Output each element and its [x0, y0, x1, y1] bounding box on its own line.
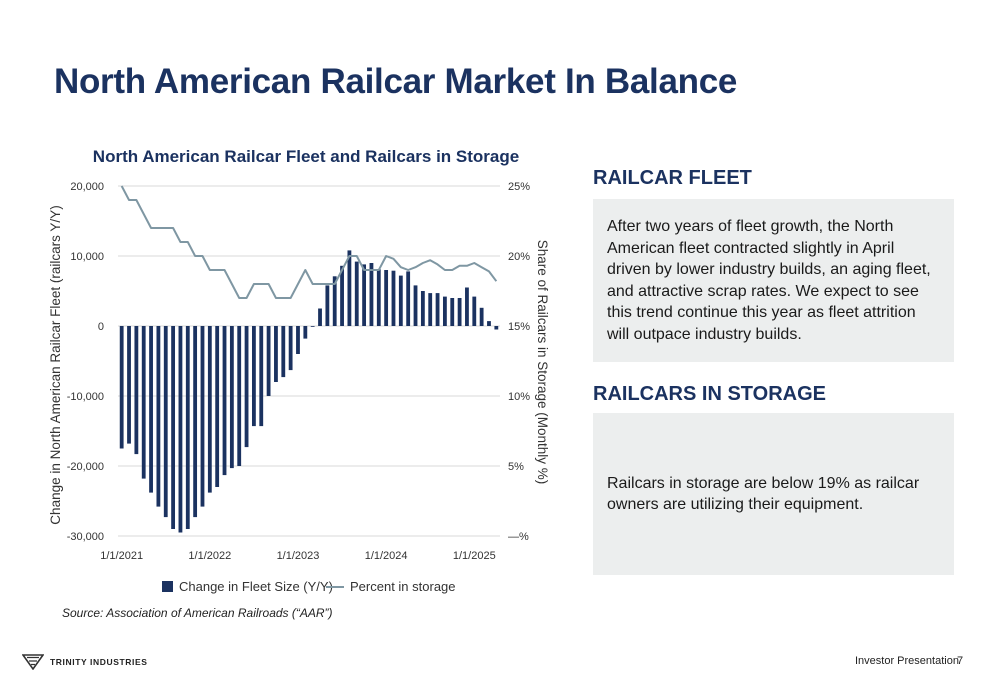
x-tick-label: 1/1/2021 — [100, 550, 143, 562]
fleet-change-bar — [310, 326, 315, 327]
y2-tick-label: 15% — [508, 321, 530, 333]
source-note: Source: Association of American Railroad… — [62, 606, 333, 620]
company-logo: TRINITY INDUSTRIES — [22, 654, 148, 670]
fleet-change-bar — [141, 326, 146, 479]
trinity-logo-icon — [22, 654, 44, 670]
y2-tick-label: —% — [508, 531, 529, 543]
legend-bar-label: Change in Fleet Size (Y/Y) — [179, 579, 333, 594]
x-tick-label: 1/1/2023 — [277, 550, 320, 562]
fleet-change-bars — [119, 250, 499, 533]
fleet-change-bar — [450, 298, 455, 326]
x-tick-label: 1/1/2025 — [453, 550, 496, 562]
right-axis-ticks: 25% 20% 15% 10% 5% —% — [508, 181, 530, 543]
page-number: 7 — [957, 655, 964, 667]
legend-line-label: Percent in storage — [350, 579, 456, 594]
fleet-change-bar — [274, 326, 278, 382]
y-tick-label: -20,000 — [67, 461, 104, 473]
fleet-change-bar — [406, 271, 411, 326]
x-tick-label: 1/1/2022 — [188, 550, 231, 562]
chart-title: North American Railcar Fleet and Railcar… — [93, 147, 519, 166]
chart-gridlines — [118, 185, 500, 537]
y-tick-label: 0 — [98, 321, 104, 333]
fleet-change-bar — [420, 291, 425, 326]
fleet-change-bar — [237, 326, 242, 466]
fleet-change-bar — [318, 308, 322, 326]
fleet-change-bar — [376, 269, 381, 326]
fleet-change-bar — [435, 293, 440, 326]
railcar-fleet-text: After two years of fleet growth, the Nor… — [607, 218, 931, 343]
fleet-change-bar — [332, 276, 337, 326]
fleet-change-bar — [266, 326, 271, 396]
fleet-change-bar — [288, 326, 293, 371]
y-axis-label: Change in North American Railcar Fleet (… — [48, 205, 63, 524]
fleet-change-bar — [244, 326, 249, 448]
storage-percent-line-path — [120, 185, 498, 299]
fleet-change-bar — [127, 326, 131, 444]
fleet-change-bar — [303, 326, 308, 339]
logo-text: TRINITY INDUSTRIES — [50, 657, 148, 667]
fleet-storage-chart: North American Railcar Fleet and Railcar… — [48, 147, 550, 594]
railcar-fleet-heading: RAILCAR FLEET — [593, 167, 752, 189]
fleet-change-bar — [296, 326, 300, 354]
fleet-change-bar — [494, 326, 499, 330]
fleet-change-bar — [479, 307, 484, 326]
fleet-change-bar — [457, 298, 462, 326]
fleet-change-bar — [178, 326, 183, 533]
y2-tick-label: 5% — [508, 461, 524, 473]
fleet-change-bar — [465, 287, 469, 326]
fleet-change-bar — [200, 326, 205, 507]
railcars-in-storage-heading: RAILCARS IN STORAGE — [593, 383, 826, 405]
fleet-change-bar — [413, 285, 418, 326]
fleet-change-bar — [193, 326, 198, 518]
fleet-change-bar — [156, 326, 161, 507]
footer-label: Investor Presentation — [855, 655, 959, 667]
page-title: North American Railcar Market In Balance — [54, 62, 738, 101]
fleet-change-bar — [134, 326, 139, 455]
fleet-change-bar — [229, 326, 234, 469]
fleet-change-bar — [163, 326, 168, 518]
fleet-change-bar — [251, 326, 256, 427]
y2-tick-label: 20% — [508, 251, 530, 263]
fleet-change-bar — [369, 263, 374, 326]
railcars-in-storage-text: Railcars in storage are below 19% as rai… — [607, 474, 920, 514]
fleet-change-bar — [171, 326, 176, 529]
chart-legend: Change in Fleet Size (Y/Y) Percent in st… — [162, 579, 456, 594]
fleet-change-bar — [259, 326, 264, 427]
fleet-change-bar — [384, 270, 389, 326]
railcar-fleet-box: After two years of fleet growth, the Nor… — [593, 199, 954, 362]
fleet-change-bar — [472, 296, 477, 326]
fleet-change-bar — [347, 250, 352, 326]
fleet-change-bar — [222, 326, 227, 476]
legend-bar-swatch — [162, 581, 173, 592]
fleet-change-bar — [215, 326, 220, 487]
x-tick-label: 1/1/2024 — [365, 550, 408, 562]
x-axis-ticks: 1/1/2021 1/1/2022 1/1/2023 1/1/2024 1/1/2025 — [100, 550, 495, 562]
fleet-change-bar — [428, 293, 433, 326]
y2-tick-label: 25% — [508, 181, 530, 193]
left-axis-ticks: 20,000 10,000 0 -10,000 -20,000 -30,000 — [67, 181, 104, 543]
railcars-in-storage-box: Railcars in storage are below 19% as rai… — [593, 413, 954, 575]
y-tick-label: 10,000 — [70, 251, 104, 263]
fleet-change-bar — [362, 264, 367, 326]
fleet-change-bar — [340, 265, 344, 326]
fleet-change-bar — [487, 321, 491, 326]
fleet-change-bar — [391, 270, 396, 326]
y2-tick-label: 10% — [508, 391, 530, 403]
fleet-change-bar — [398, 275, 403, 326]
fleet-change-bar — [442, 296, 447, 326]
y-tick-label: -30,000 — [67, 531, 104, 543]
fleet-change-bar — [185, 326, 190, 529]
storage-percent-line — [120, 185, 498, 299]
y-tick-label: -10,000 — [67, 391, 104, 403]
fleet-change-bar — [119, 326, 124, 449]
fleet-change-bar — [281, 326, 286, 378]
fleet-change-bar — [325, 285, 330, 326]
y-tick-label: 20,000 — [70, 181, 104, 193]
y2-axis-label: Share of Railcars in Storage (Monthly %) — [535, 240, 550, 485]
fleet-change-bar — [149, 326, 153, 493]
fleet-change-bar — [354, 261, 359, 326]
fleet-change-bar — [207, 326, 212, 493]
